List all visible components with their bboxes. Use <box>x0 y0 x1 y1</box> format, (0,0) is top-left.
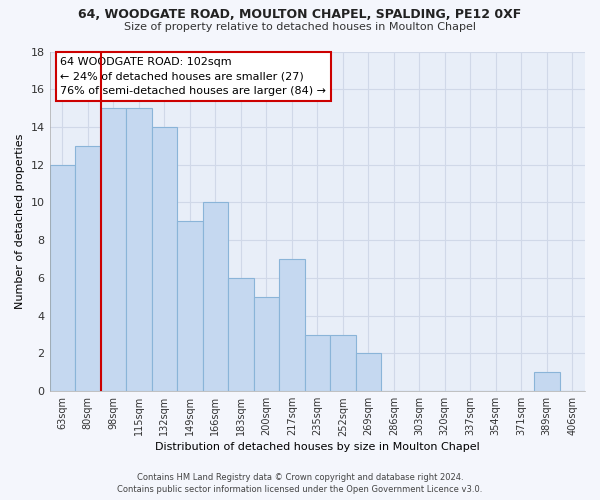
Bar <box>305 334 330 391</box>
Text: 64, WOODGATE ROAD, MOULTON CHAPEL, SPALDING, PE12 0XF: 64, WOODGATE ROAD, MOULTON CHAPEL, SPALD… <box>79 8 521 20</box>
Bar <box>152 127 177 391</box>
Bar <box>50 164 75 391</box>
Bar <box>177 222 203 391</box>
Bar <box>126 108 152 391</box>
Bar <box>279 259 305 391</box>
Bar <box>203 202 228 391</box>
Text: 64 WOODGATE ROAD: 102sqm
← 24% of detached houses are smaller (27)
76% of semi-d: 64 WOODGATE ROAD: 102sqm ← 24% of detach… <box>60 56 326 96</box>
X-axis label: Distribution of detached houses by size in Moulton Chapel: Distribution of detached houses by size … <box>155 442 479 452</box>
Bar <box>101 108 126 391</box>
Text: Contains HM Land Registry data © Crown copyright and database right 2024.
Contai: Contains HM Land Registry data © Crown c… <box>118 472 482 494</box>
Bar <box>356 354 381 391</box>
Text: Size of property relative to detached houses in Moulton Chapel: Size of property relative to detached ho… <box>124 22 476 32</box>
Bar <box>254 297 279 391</box>
Bar <box>330 334 356 391</box>
Y-axis label: Number of detached properties: Number of detached properties <box>15 134 25 309</box>
Bar <box>534 372 560 391</box>
Bar <box>75 146 101 391</box>
Bar <box>228 278 254 391</box>
